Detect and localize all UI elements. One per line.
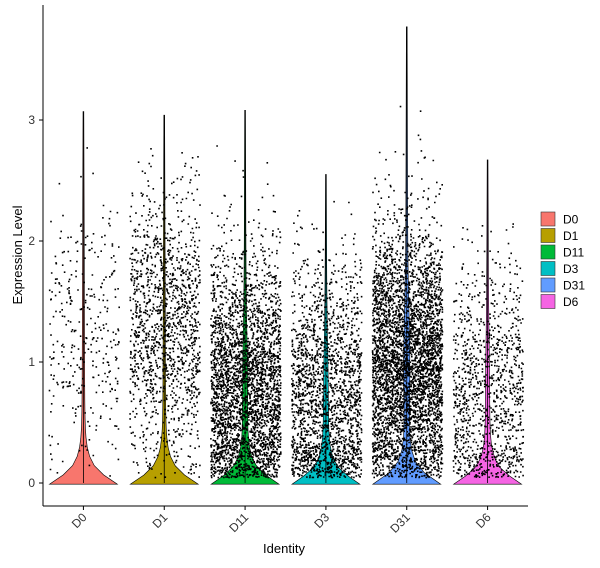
x-tick-label: D11 xyxy=(226,510,251,535)
legend-item-D11: D11 xyxy=(540,244,584,260)
legend-item-D31: D31 xyxy=(540,277,585,293)
series-D31 xyxy=(371,26,444,485)
legend-label: D3 xyxy=(563,262,579,276)
jitter-points-D11 xyxy=(210,145,282,479)
series-D6 xyxy=(452,159,525,485)
jitter-points-D6 xyxy=(452,223,525,478)
legend-swatch xyxy=(540,211,556,227)
y-axis-title: Expression Level xyxy=(10,205,25,304)
legend-label: D0 xyxy=(563,213,579,227)
legend-item-D3: D3 xyxy=(540,261,579,276)
jitter-points-D1 xyxy=(129,148,201,479)
x-axis: D0 D1 D11 D3 D31 D6 xyxy=(43,505,528,536)
legend-swatch xyxy=(540,277,556,293)
series-D3 xyxy=(290,174,363,485)
legend-label: D6 xyxy=(563,295,579,309)
x-tick-label: D6 xyxy=(473,510,494,531)
x-tick-label: D1 xyxy=(150,510,171,531)
legend-swatch xyxy=(540,294,556,309)
legend-item-D0: D0 xyxy=(540,211,579,227)
legend-label: D1 xyxy=(563,229,579,243)
legend: D0 D1 D11 D3 D31 D6 xyxy=(540,211,585,309)
x-tick-label: D0 xyxy=(69,510,90,531)
legend-swatch xyxy=(540,261,556,276)
x-tick-label: D31 xyxy=(387,510,413,536)
legend-label: D11 xyxy=(563,246,584,260)
jitter-points-D0 xyxy=(48,147,120,477)
legend-item-D1: D1 xyxy=(540,228,579,243)
jitter-points-D3 xyxy=(290,200,363,479)
y-axis: 0 1 2 3 xyxy=(28,5,44,506)
legend-item-D6: D6 xyxy=(540,294,579,309)
x-axis-title: Identity xyxy=(263,541,305,556)
plot-area xyxy=(48,26,525,485)
y-tick-label: 3 xyxy=(28,113,35,127)
y-tick-label: 2 xyxy=(28,234,35,248)
legend-swatch xyxy=(540,244,556,260)
series-D1 xyxy=(129,114,201,485)
series-D11 xyxy=(210,110,282,485)
y-tick-label: 0 xyxy=(28,476,35,490)
y-tick-label: 1 xyxy=(28,355,35,369)
x-tick-label: D3 xyxy=(311,510,332,531)
jitter-points-D31 xyxy=(371,105,444,479)
legend-swatch xyxy=(540,228,556,243)
legend-label: D31 xyxy=(563,279,585,293)
series-D0 xyxy=(48,111,120,485)
